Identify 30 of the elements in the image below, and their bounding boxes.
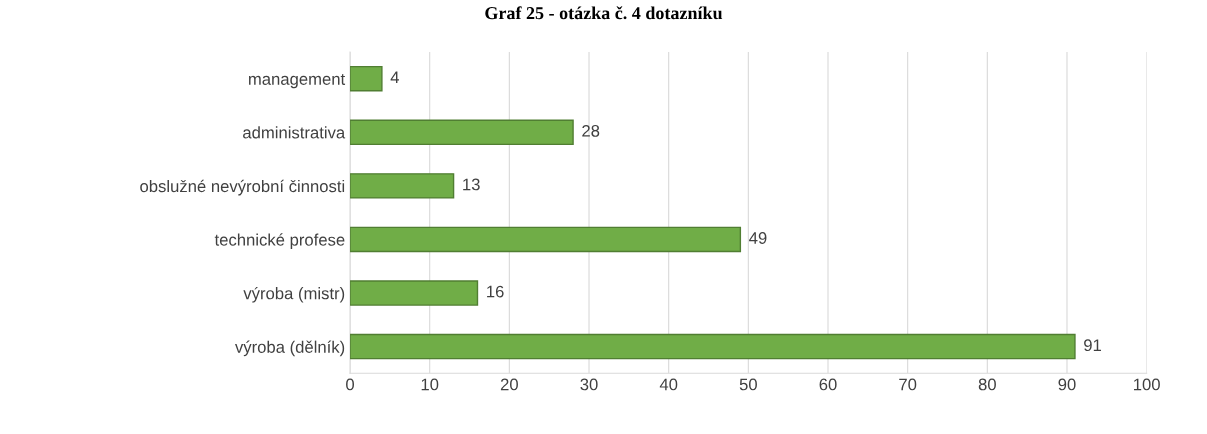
x-tick-label: 80 [978, 378, 996, 391]
x-tick-label: 0 [346, 378, 355, 391]
y-tick-label: obslužné nevýrobní činnosti [140, 179, 345, 196]
bar [350, 280, 479, 306]
data-label: 49 [749, 232, 767, 244]
bar [350, 119, 574, 146]
bar [350, 173, 455, 199]
y-tick-label: technické profese [214, 233, 345, 250]
chart-title: Graf 25 - otázka č. 4 dotazníku [485, 6, 723, 20]
data-label: 16 [487, 285, 504, 298]
x-tick-label: 30 [580, 378, 598, 391]
y-tick-label: management [249, 73, 346, 89]
bar [350, 226, 742, 253]
x-tick-label: 90 [1058, 378, 1076, 391]
data-label: 4 [390, 71, 400, 84]
x-tick-label: 70 [899, 378, 917, 391]
y-tick-label: administrativa [243, 126, 346, 139]
x-tick-label: 10 [421, 378, 439, 391]
data-label: 28 [582, 124, 600, 137]
y-tick-label: výroba (dělník) [235, 340, 345, 357]
x-tick-label: 40 [659, 378, 678, 391]
x-tick-label: 100 [1134, 378, 1160, 391]
bar [350, 333, 1076, 360]
data-label: 91 [1084, 339, 1102, 352]
x-tick-label: 60 [819, 378, 837, 391]
x-tick-label: 20 [500, 378, 518, 391]
x-tick-label: 50 [739, 378, 757, 391]
y-tick-label: výroba (mistr) [243, 286, 345, 303]
bar [350, 65, 383, 92]
data-label: 13 [463, 178, 480, 191]
